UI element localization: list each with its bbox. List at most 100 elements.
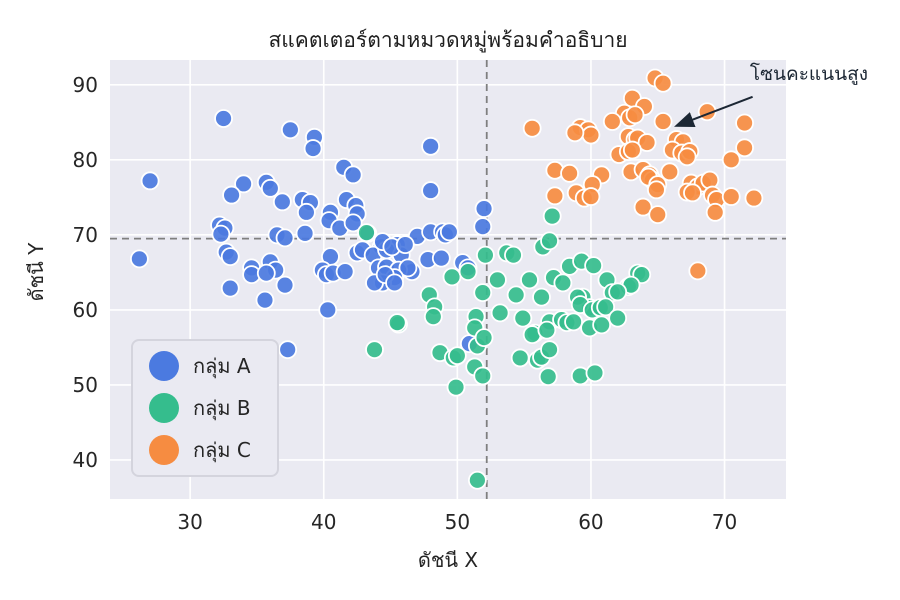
data-point xyxy=(385,273,404,293)
x-tick-label: 60 xyxy=(578,510,604,534)
legend: กลุ่ม A กลุ่ม B กลุ่ม C xyxy=(131,339,279,477)
annotation-label: โซนคะแนนสูง xyxy=(749,62,869,85)
legend-label: กลุ่ม B xyxy=(193,396,251,420)
data-point xyxy=(335,262,355,282)
data-point xyxy=(272,192,292,212)
data-point xyxy=(423,307,443,327)
data-point xyxy=(596,297,616,317)
data-point xyxy=(439,222,459,242)
data-point xyxy=(280,120,300,140)
annotation-arrow xyxy=(674,95,753,128)
x-tick-label: 70 xyxy=(711,510,738,534)
data-point xyxy=(683,183,702,203)
data-point xyxy=(473,366,493,386)
data-point xyxy=(625,105,645,125)
data-point xyxy=(506,285,526,305)
data-point xyxy=(532,287,551,307)
data-point xyxy=(608,282,628,302)
legend-marker-icon xyxy=(149,393,179,423)
y-tick-label: 70 xyxy=(72,222,98,247)
data-point xyxy=(214,109,233,128)
data-point xyxy=(560,163,579,183)
data-point xyxy=(476,245,495,265)
data-point xyxy=(398,258,418,278)
data-point xyxy=(447,346,467,366)
data-point xyxy=(700,170,720,190)
data-point xyxy=(473,283,493,303)
data-point xyxy=(278,340,298,360)
data-point xyxy=(474,328,494,348)
legend-marker-icon xyxy=(149,351,179,381)
data-point xyxy=(474,199,494,218)
data-point xyxy=(653,112,673,131)
y-axis-label: ดัชนี Y xyxy=(24,242,48,302)
legend-item: กลุ่ม A xyxy=(133,350,277,382)
data-point xyxy=(458,262,478,282)
data-point xyxy=(688,261,708,281)
y-tick-label: 40 xyxy=(72,447,98,472)
legend-item: กลุ่ม B xyxy=(133,392,277,424)
x-tick-label: 40 xyxy=(311,510,337,534)
data-point xyxy=(537,320,557,340)
data-point xyxy=(129,249,149,269)
data-point xyxy=(343,165,363,185)
data-point xyxy=(565,123,585,143)
legend-label: กลุ่ม A xyxy=(193,354,251,378)
x-tick-label: 50 xyxy=(444,510,471,534)
data-point xyxy=(220,278,240,298)
data-point xyxy=(602,112,622,131)
legend-label: กลุ่ม C xyxy=(193,438,251,462)
data-point xyxy=(581,187,601,206)
data-point xyxy=(647,180,666,200)
data-point xyxy=(564,312,583,332)
data-point xyxy=(295,223,315,243)
data-point xyxy=(467,470,487,490)
data-point xyxy=(234,174,253,194)
data-point xyxy=(744,188,764,208)
data-point xyxy=(446,377,466,397)
y-tick-label: 50 xyxy=(72,372,98,397)
data-point xyxy=(260,178,280,198)
data-point xyxy=(721,150,741,170)
series-กลุ่ม B xyxy=(357,206,652,490)
data-point xyxy=(585,363,605,383)
data-point xyxy=(553,273,573,293)
data-point xyxy=(637,133,657,152)
data-point xyxy=(275,275,295,295)
data-point xyxy=(395,235,415,255)
data-point xyxy=(220,247,240,267)
data-point xyxy=(608,308,628,328)
data-point xyxy=(540,340,559,360)
data-point xyxy=(357,223,376,242)
data-point xyxy=(542,206,562,226)
data-point xyxy=(296,202,316,222)
data-point xyxy=(705,202,725,222)
data-point xyxy=(653,73,673,93)
data-point xyxy=(510,348,530,368)
data-point xyxy=(255,290,275,310)
data-point xyxy=(318,300,338,320)
data-point xyxy=(140,171,160,191)
legend-item: กลุ่ม C xyxy=(133,434,277,466)
y-tick-label: 80 xyxy=(72,147,98,172)
data-point xyxy=(545,186,565,206)
data-point xyxy=(540,231,559,251)
data-point xyxy=(488,270,507,290)
data-point xyxy=(592,315,612,335)
data-point xyxy=(490,303,510,323)
data-point xyxy=(721,187,741,206)
data-point xyxy=(275,228,295,248)
data-point xyxy=(584,256,604,276)
data-point xyxy=(421,136,441,156)
x-tick-label: 30 xyxy=(177,510,203,534)
legend-marker-icon xyxy=(149,435,179,465)
data-point xyxy=(660,162,680,182)
data-point xyxy=(211,224,231,244)
data-point xyxy=(387,313,407,333)
data-point xyxy=(513,308,533,328)
data-point xyxy=(421,181,441,200)
data-point xyxy=(677,147,697,167)
data-point xyxy=(442,267,462,287)
